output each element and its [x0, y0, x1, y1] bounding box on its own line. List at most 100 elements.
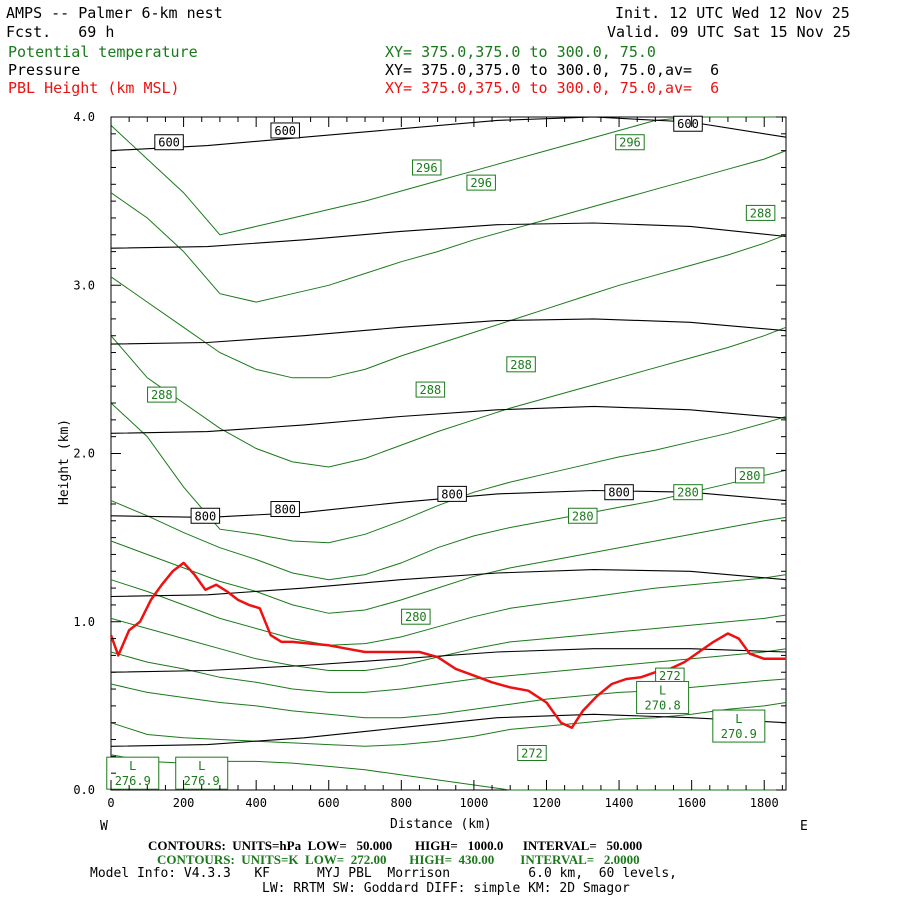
theta-low-letter: L: [198, 759, 205, 773]
pressure-label-box: [270, 122, 300, 139]
pressure-label-box: [604, 484, 634, 501]
theta-label: 280: [734, 467, 765, 484]
theta-label-text: 272: [659, 669, 681, 683]
footer-model-info: Model Info: V4.3.3 KF MYJ PBL Morrison 6…: [90, 866, 677, 881]
theta-label-box: [401, 608, 431, 625]
pressure-label-text: 600: [158, 136, 180, 150]
pressure-label-text: 800: [195, 509, 217, 523]
theta-contour-line: [110, 614, 787, 671]
y-tick-label: 0.0: [73, 783, 95, 797]
pressure-label-text: 800: [274, 503, 296, 517]
pressure-contours: [110, 116, 787, 747]
y-tick-label: 4.0: [73, 110, 95, 124]
x-axis-title: Distance (km): [390, 817, 492, 832]
theta-low-box: [636, 680, 690, 714]
theta-label-box: [734, 467, 765, 484]
theta-label-text: 280: [739, 469, 761, 483]
theta-label-box: [466, 174, 496, 191]
pressure-contour-line: [110, 405, 787, 434]
theta-label-text: 280: [572, 509, 594, 523]
pressure-label-text: 600: [274, 124, 296, 138]
theta-label: 272: [517, 744, 547, 761]
theta-contour-line: [110, 574, 787, 646]
theta-label-text: 288: [420, 383, 442, 397]
theta-label: 296: [411, 159, 442, 176]
legend-theta-name: Potential temperature: [8, 43, 198, 61]
pressure-label-box: [673, 115, 703, 132]
theta-label-text: 288: [750, 206, 772, 220]
x-tick-label: 800: [390, 796, 412, 810]
x-tick-label: 1200: [532, 796, 561, 810]
forecast-hour: Fcst. 69 h: [6, 23, 115, 41]
footer-contours-pressure: CONTOURS: UNITS=hPa LOW= 50.000 HIGH= 10…: [148, 838, 643, 853]
theta-low-value: 276.9: [115, 774, 151, 788]
theta-contour-line: [110, 150, 787, 303]
pressure-label: 600: [673, 115, 703, 132]
theta-label-box: [615, 134, 645, 151]
pressure-label: 600: [154, 134, 184, 151]
theta-label: 288: [147, 386, 177, 403]
legend-theta-xy: XY= 375.0,375.0 to 300.0, 75.0: [385, 43, 656, 61]
theta-contour-line: [110, 326, 787, 468]
pressure-label-text: 800: [441, 487, 463, 501]
y-tick-label: 3.0: [73, 278, 95, 292]
chart-title: AMPS -- Palmer 6-km nest: [6, 4, 223, 22]
pressure-label: 800: [190, 507, 221, 524]
theta-label: 288: [745, 204, 776, 221]
x-tick-label: 400: [245, 796, 267, 810]
theta-low-letter: L: [659, 683, 666, 697]
pressure-contour-line: [110, 222, 787, 249]
theta-label-box: [415, 381, 446, 398]
legend-pressure-xy: XY= 375.0,375.0 to 300.0, 75.0,av= 6: [385, 61, 720, 79]
x-axis-east-label: E: [800, 819, 808, 834]
init-time: Init. 12 UTC Wed 12 Nov 25: [615, 4, 850, 22]
theta-label-text: 288: [510, 358, 532, 372]
x-tick-label: 1400: [605, 796, 634, 810]
theta-label-text: 280: [677, 486, 699, 500]
theta-label-text: 272: [521, 746, 543, 760]
theta-label: 280: [401, 608, 431, 625]
theta-low-value: 270.8: [645, 698, 681, 712]
pressure-label-box: [437, 485, 467, 502]
theta-label-box: [745, 204, 776, 221]
pressure-label: 800: [437, 485, 467, 502]
theta-label-text: 280: [405, 610, 427, 624]
theta-label-box: [673, 484, 703, 501]
pressure-label: 800: [270, 501, 300, 518]
y-axis-title: Height (km): [57, 419, 72, 505]
pressure-label-box: [154, 134, 184, 151]
pressure-contour-line: [110, 648, 787, 673]
theta-label: 280: [673, 484, 703, 501]
footer-contours-theta: CONTOURS: UNITS=K LOW= 272.00 HIGH= 430.…: [157, 852, 640, 867]
x-tick-label: 0: [107, 796, 114, 810]
pressure-contour-line: [110, 713, 787, 747]
pressure-contour-line: [110, 318, 787, 345]
x-tick-label: 600: [318, 796, 340, 810]
theta-label: 280: [568, 507, 598, 524]
theta-low-letter: L: [129, 759, 136, 773]
theta-label-box: [411, 159, 442, 176]
theta-label-box: [517, 744, 547, 761]
y-tick-label: 2.0: [73, 447, 95, 461]
theta-low-letter: L: [735, 712, 742, 726]
x-axis-west-label: W: [100, 819, 108, 834]
theta-contour-line: [110, 702, 787, 747]
legend-pbl-name: PBL Height (km MSL): [8, 79, 180, 97]
theta-label: 272: [655, 667, 685, 684]
theta-label-text: 296: [619, 136, 641, 150]
theta-contour-line: [110, 234, 787, 379]
contour-labels: 600 600 600 800 800 800 800 296 296 296 288 288 288 2…: [106, 115, 776, 790]
x-tick-label: 1600: [677, 796, 706, 810]
pressure-label-text: 600: [677, 117, 699, 131]
pressure-label: 800: [604, 484, 634, 501]
theta-label-text: 296: [416, 161, 438, 175]
footer-physics-info: LW: RRTM SW: Goddard DIFF: simple KM: 2D…: [262, 881, 630, 896]
theta-label: 288: [506, 356, 536, 373]
theta-label-box: [506, 356, 536, 373]
theta-label-box: [147, 386, 177, 403]
theta-label: 296: [615, 134, 645, 151]
pressure-label: 600: [270, 122, 300, 139]
pressure-label-box: [190, 507, 221, 524]
